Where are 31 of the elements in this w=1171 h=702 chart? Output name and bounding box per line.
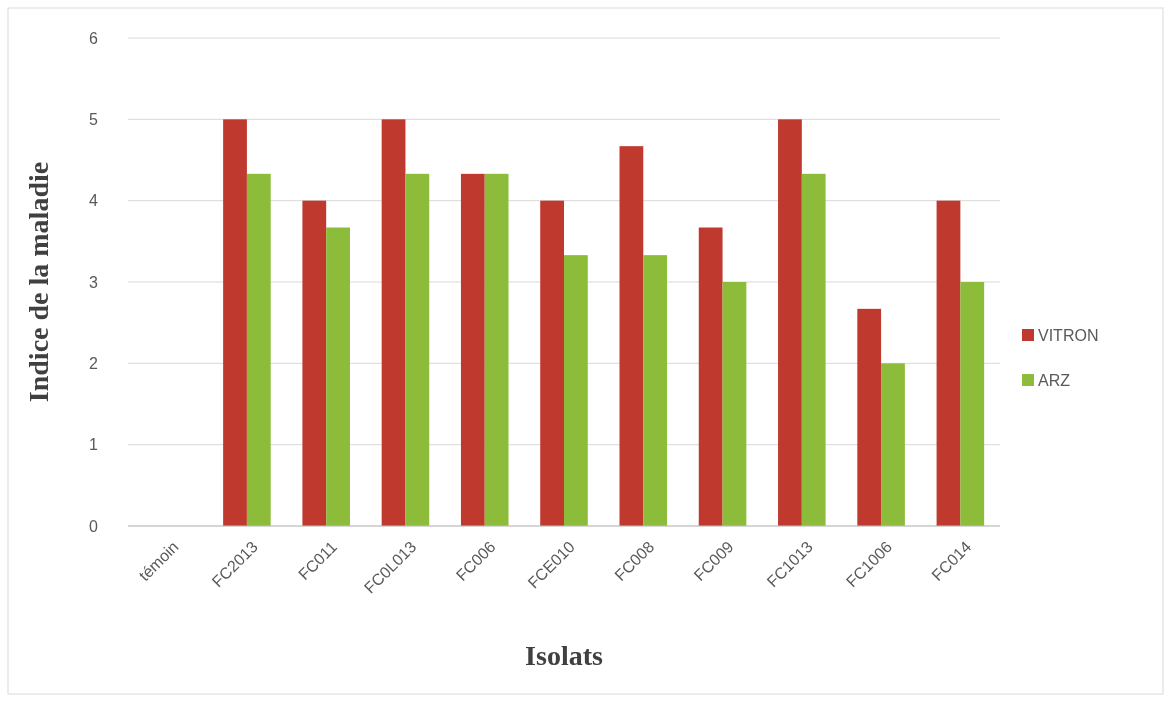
- bar: [484, 173, 509, 526]
- y-tick-label: 0: [89, 517, 99, 535]
- y-tick-label: 1: [89, 436, 99, 454]
- y-axis-title: Indice de la maladie: [23, 161, 54, 403]
- bar: [881, 363, 905, 526]
- x-axis-title: Isolats: [525, 640, 603, 671]
- bar: [302, 200, 327, 526]
- bar: [857, 308, 882, 526]
- y-tick-label: 4: [89, 192, 99, 210]
- bar: [223, 119, 247, 526]
- legend-label: ARZ: [1038, 371, 1071, 389]
- bar: [381, 119, 406, 526]
- bar: [960, 282, 985, 526]
- bar: [698, 227, 723, 526]
- bar: [722, 282, 747, 526]
- bar: [801, 173, 826, 526]
- bar: [460, 173, 485, 526]
- bar: [619, 146, 644, 526]
- legend-label: VITRON: [1038, 326, 1099, 344]
- bar: [326, 227, 350, 526]
- bar: [564, 255, 588, 526]
- y-tick-label: 3: [89, 273, 99, 291]
- bar: [643, 255, 668, 526]
- bar: [778, 119, 802, 526]
- y-tick-label: 5: [89, 110, 99, 128]
- y-tick-label: 6: [89, 29, 99, 47]
- bar: [246, 173, 271, 526]
- y-tick-label: 2: [89, 354, 99, 372]
- bar: [405, 173, 430, 526]
- bar: [540, 200, 564, 526]
- bar: [936, 200, 961, 526]
